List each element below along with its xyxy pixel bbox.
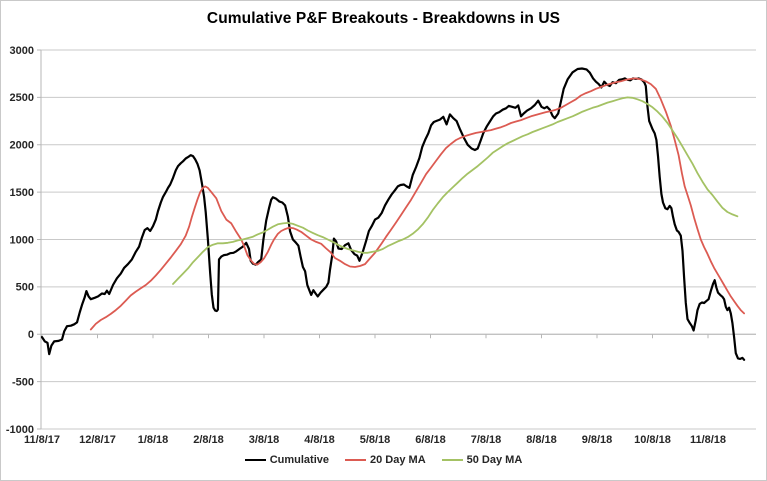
y-tick-label: 3000: [10, 45, 34, 57]
x-tick-label: 3/8/18: [249, 434, 280, 446]
legend-item-cumulative: Cumulative: [244, 454, 329, 466]
y-tick-label: 2500: [10, 92, 34, 104]
legend-line-sample: [345, 459, 366, 461]
x-tick-label: 11/8/18: [690, 434, 726, 446]
y-tick-label: 0: [28, 329, 34, 341]
series-line-50-day-ma: [172, 96, 739, 285]
x-tick-label: 7/8/18: [471, 434, 502, 446]
y-tick-label: 1000: [10, 234, 34, 246]
legend-line-sample: [441, 459, 463, 461]
legend-item-20-day-ma: 20 Day MA: [345, 454, 426, 466]
y-tick-label: -500: [12, 376, 34, 388]
x-tick-label: 5/8/18: [360, 434, 391, 446]
x-tick-label: 4/8/18: [304, 434, 335, 446]
x-tick-label: 1/8/18: [138, 434, 169, 446]
y-tick-label: 1500: [10, 187, 34, 199]
series-line-cumulative: [40, 67, 746, 361]
y-tick-label: 2000: [10, 140, 34, 152]
y-tick-label: 500: [16, 282, 34, 294]
x-tick-label: 2/8/18: [193, 434, 224, 446]
legend-item-50-day-ma: 50 Day MA: [441, 454, 523, 466]
x-tick-label: 8/8/18: [526, 434, 557, 446]
x-tick-label: 6/8/18: [415, 434, 446, 446]
x-tick-label: 10/8/18: [634, 434, 671, 446]
chart-title: Cumulative P&F Breakouts - Breakdowns in…: [206, 10, 561, 27]
x-tick-label: 12/8/17: [79, 434, 116, 446]
legend-label: Cumulative: [269, 454, 329, 466]
legend-line-sample: [244, 459, 266, 461]
x-tick-label: 11/8/17: [24, 434, 60, 446]
y-tick-label: -1000: [6, 424, 34, 436]
legend-label: 20 Day MA: [370, 454, 426, 466]
legend-label: 50 Day MA: [466, 454, 523, 466]
legend: Cumulative 20 Day MA 50 Day MA: [1, 454, 766, 466]
x-tick-label: 9/8/18: [582, 434, 613, 446]
series-line-20-day-ma: [89, 77, 745, 331]
